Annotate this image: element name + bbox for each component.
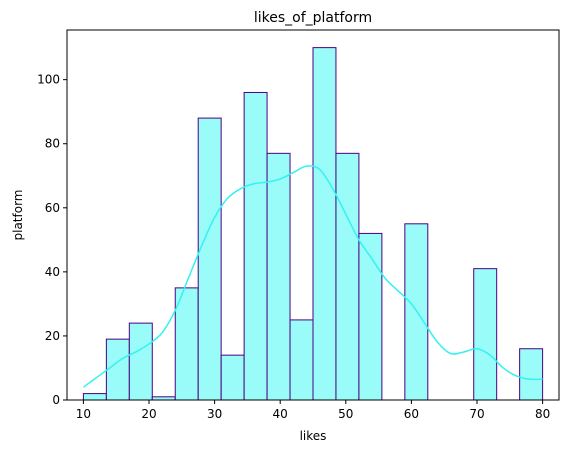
x-tick-label: 70 bbox=[469, 407, 484, 421]
histogram-bar bbox=[243, 91, 268, 401]
histogram-bar bbox=[266, 152, 291, 401]
histogram-bar bbox=[197, 117, 222, 401]
histogram-bar bbox=[312, 47, 337, 401]
y-tick-label: 40 bbox=[45, 265, 60, 279]
plot-frame bbox=[66, 29, 560, 401]
x-tick-label: 20 bbox=[141, 407, 156, 421]
histogram-bar bbox=[358, 232, 383, 401]
histogram-bar bbox=[519, 348, 544, 401]
histogram-bar bbox=[105, 338, 130, 401]
x-axis-label: likes bbox=[300, 429, 327, 443]
x-axis: 10 20 30 40 50 60 70 80 bbox=[76, 400, 550, 421]
histogram-bar bbox=[220, 354, 245, 401]
y-tick-label: 20 bbox=[45, 329, 60, 343]
y-tick-label: 100 bbox=[37, 73, 60, 87]
histogram-bar bbox=[473, 268, 498, 401]
chart-title: likes_of_platform bbox=[254, 10, 372, 26]
y-tick-label: 80 bbox=[45, 137, 60, 151]
x-tick-label: 80 bbox=[535, 407, 550, 421]
histogram-bar bbox=[289, 319, 314, 401]
x-tick-label: 30 bbox=[207, 407, 222, 421]
x-tick-label: 40 bbox=[273, 407, 288, 421]
x-tick-label: 10 bbox=[76, 407, 91, 421]
x-tick-label: 50 bbox=[338, 407, 353, 421]
y-tick-label: 0 bbox=[52, 393, 60, 407]
histogram-bar bbox=[82, 393, 107, 401]
y-axis-label: platform bbox=[11, 190, 25, 241]
histogram-bar bbox=[174, 287, 199, 401]
histogram-bars bbox=[82, 47, 544, 401]
y-axis: 0 20 40 60 80 100 bbox=[37, 73, 67, 407]
x-tick-label: 60 bbox=[404, 407, 419, 421]
y-tick-label: 60 bbox=[45, 201, 60, 215]
histogram-bar bbox=[335, 152, 360, 401]
histogram-bar bbox=[128, 322, 153, 401]
kde-curve bbox=[82, 165, 543, 388]
